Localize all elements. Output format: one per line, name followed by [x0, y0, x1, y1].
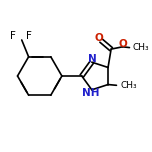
Text: F: F: [26, 31, 32, 41]
Text: O: O: [119, 39, 128, 49]
Text: F: F: [10, 31, 16, 41]
Text: N: N: [88, 54, 97, 64]
Text: CH₃: CH₃: [133, 43, 149, 52]
Text: CH₃: CH₃: [120, 81, 137, 90]
Text: O: O: [94, 33, 103, 43]
Text: NH: NH: [82, 88, 100, 98]
